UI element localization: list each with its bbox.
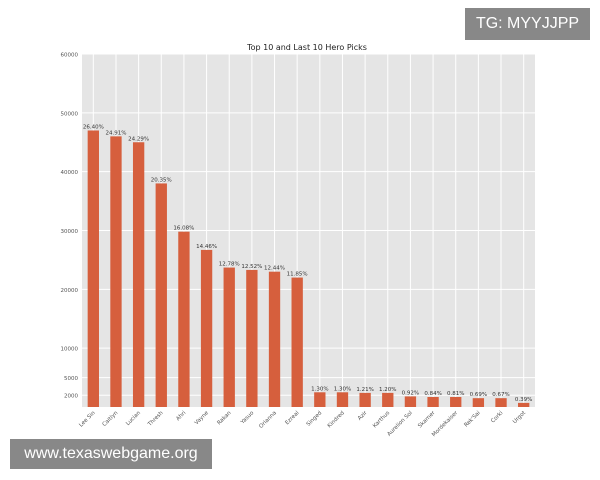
site-banner: www.texaswebgame.org [10,439,212,469]
data-label: 11.85% [287,272,308,278]
data-label: 1.20% [379,387,396,393]
chart-title: Top 10 and Last 10 Hero Picks [246,43,367,52]
data-label: 12.52% [241,264,262,270]
x-tick-label: Urgot [512,410,528,426]
bar [382,392,394,407]
x-tick-label: Kindred [327,410,346,429]
x-tick-label: Ezreal [284,410,300,426]
y-tick-label: 50000 [61,111,79,117]
x-tick-label: Caitlyn [102,410,120,428]
data-label: 12.44% [264,266,285,272]
y-tick-label: 20000 [61,288,79,294]
x-axis-ticks: Lee Sin Caitlyn Lucian Thresh Ahri Vayne Rakan… [78,410,527,439]
x-tick-label: Yasuo [239,410,255,426]
data-label: 0.39% [515,397,532,403]
x-tick-label: Thresh [146,410,165,429]
data-label: 20.35% [151,177,172,183]
data-label: 14.46% [196,244,217,250]
bar [155,183,167,407]
data-label: 12.78% [219,262,240,268]
bar [246,269,258,407]
bar [200,249,213,407]
data-label: 16.08% [173,226,194,232]
y-tick-label: 2000 [64,394,78,400]
x-tick-label: Rakan [216,410,233,427]
data-label: 0.69% [470,392,487,398]
bar [404,396,417,407]
data-label: 1.21% [356,387,373,393]
x-tick-label: Lee Sin [78,410,97,429]
bars [87,130,530,407]
x-tick-label: Skarner [417,410,437,430]
x-tick-label: Corki [490,410,505,425]
data-label: 0.81% [447,391,464,397]
bar [268,271,281,407]
y-tick-label: 10000 [61,347,79,353]
x-tick-label: Vayne [194,410,211,427]
y-tick-label: 40000 [61,170,79,176]
x-tick-label: Ahri [175,410,187,422]
bar [87,130,99,407]
bar [314,392,326,407]
y-tick-label: 30000 [61,229,79,235]
bar [110,136,122,407]
bar [336,392,349,407]
bar [359,392,371,407]
data-label: 26.40% [83,124,104,130]
bar [132,142,145,407]
data-labels: 26.40%24.91%24.29% 20.35% 16.08% 14.46% 12.7… [83,124,533,402]
bar [427,396,439,407]
tg-badge: TG: MYYJJPP [465,8,590,40]
y-tick-label: 60000 [61,53,79,59]
data-label: 1.30% [334,386,351,392]
bar [291,277,303,407]
bar [472,398,485,407]
y-tick-label: 5000 [64,376,78,382]
data-label: 0.92% [402,390,419,396]
bar [178,231,190,407]
y-axis-ticks: 2000 5000 10000 20000 30000 40000 50000 60000 [61,53,79,400]
data-label: 0.84% [424,391,441,397]
x-tick-label: Lucian [125,410,142,427]
bar [518,402,530,407]
bar [495,398,507,407]
x-tick-label: Singed [306,410,324,428]
x-tick-label: Karthus [372,410,391,429]
data-label: 24.29% [128,136,149,142]
data-label: 1.30% [311,386,328,392]
x-tick-label: Azir [357,410,369,422]
bar [450,396,462,407]
x-tick-label: Orianna [258,410,278,430]
x-tick-label: Rek'Sai [463,410,482,429]
bar [223,267,235,407]
data-label: 0.67% [492,392,509,398]
data-label: 24.91% [105,130,126,136]
